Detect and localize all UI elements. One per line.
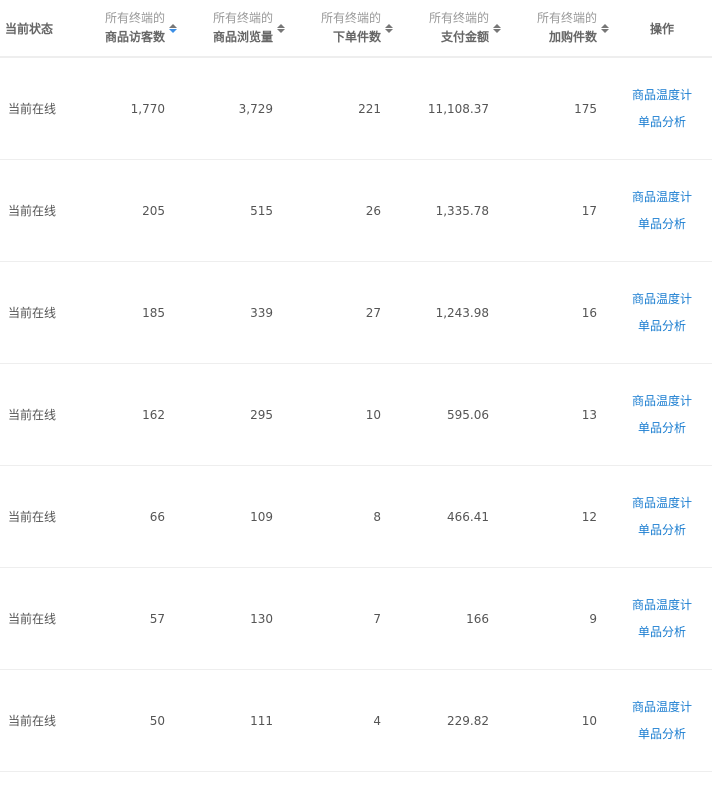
value-cell: 66 xyxy=(72,465,180,568)
value-cell: 8 xyxy=(288,465,396,568)
value-cell: 26 xyxy=(288,159,396,262)
value-cell: 1,335.78 xyxy=(396,159,504,262)
header-prefix: 所有终端的 xyxy=(212,11,273,25)
value-cell: 16 xyxy=(504,261,612,364)
value-cell: 57 xyxy=(72,567,180,670)
header-sort-1[interactable]: 所有终端的商品浏览量 xyxy=(180,0,288,58)
table-row: 当前在线 66 109 8 466.41 12 商品温度计单品分析 xyxy=(0,465,712,568)
value-cell: 3,729 xyxy=(180,57,288,160)
value-cell: 13 xyxy=(504,363,612,466)
status-cell: 当前在线 xyxy=(0,159,72,262)
value-cell: 10 xyxy=(504,669,612,772)
value-cell: 1,770 xyxy=(72,57,180,160)
sort-icon[interactable] xyxy=(384,23,394,33)
header-sort-0[interactable]: 所有终端的商品访客数 xyxy=(72,0,180,58)
sort-icon[interactable] xyxy=(492,23,502,33)
thermometer-link[interactable]: 商品温度计 xyxy=(631,393,692,408)
header-status: 当前状态 xyxy=(0,0,72,58)
value-cell: 27 xyxy=(288,261,396,364)
value-cell: 229.82 xyxy=(396,669,504,772)
value-cell: 205 xyxy=(72,159,180,262)
value-cell: 109 xyxy=(180,465,288,568)
value-cell: 339 xyxy=(180,261,288,364)
sort-icon[interactable] xyxy=(168,23,178,33)
header-action: 操作 xyxy=(612,0,712,58)
value-cell: 12 xyxy=(504,465,612,568)
item-analysis-link[interactable]: 单品分析 xyxy=(637,216,686,231)
data-table: 当前状态 所有终端的 商品访客数 所有终端的 商品浏览量 所有终端的 下单件数 所有终端的支… xyxy=(0,0,712,772)
value-cell: 221 xyxy=(288,57,396,160)
status-cell: 当前在线 xyxy=(0,261,72,364)
thermometer-link[interactable]: 商品温度计 xyxy=(631,597,692,612)
header-prefix: 所有终端的 xyxy=(428,11,489,25)
item-analysis-link[interactable]: 单品分析 xyxy=(637,726,686,741)
value-cell: 295 xyxy=(180,363,288,466)
value-cell: 1,243.98 xyxy=(396,261,504,364)
table-row: 当前在线 50 111 4 229.82 10 商品温度计单品分析 xyxy=(0,669,712,772)
table-row: 当前在线 162 295 10 595.06 13 商品温度计单品分析 xyxy=(0,363,712,466)
value-cell: 9 xyxy=(504,567,612,670)
value-cell: 595.06 xyxy=(396,363,504,466)
table-row: 当前在线 185 339 27 1,243.98 16 商品温度计单品分析 xyxy=(0,261,712,364)
item-analysis-link[interactable]: 单品分析 xyxy=(637,624,686,639)
status-cell: 当前在线 xyxy=(0,567,72,670)
value-cell: 185 xyxy=(72,261,180,364)
header-prefix: 所有终端的 xyxy=(536,11,597,25)
value-cell: 11,108.37 xyxy=(396,57,504,160)
value-cell: 7 xyxy=(288,567,396,670)
header-label: 商品浏览量 xyxy=(212,30,273,44)
item-analysis-link[interactable]: 单品分析 xyxy=(637,318,686,333)
table-row: 当前在线 57 130 7 166 9 商品温度计单品分析 xyxy=(0,567,712,670)
status-cell: 当前在线 xyxy=(0,465,72,568)
header-label: 商品访客数 xyxy=(104,30,165,44)
header-label: 加购件数 xyxy=(548,30,597,44)
status-cell: 当前在线 xyxy=(0,669,72,772)
sort-icon[interactable] xyxy=(600,23,610,33)
value-cell: 10 xyxy=(288,363,396,466)
value-cell: 515 xyxy=(180,159,288,262)
value-cell: 466.41 xyxy=(396,465,504,568)
header-label: 下单件数 xyxy=(332,30,381,44)
value-cell: 111 xyxy=(180,669,288,772)
thermometer-link[interactable]: 商品温度计 xyxy=(631,291,692,306)
value-cell: 175 xyxy=(504,57,612,160)
value-cell: 4 xyxy=(288,669,396,772)
header-prefix: 所有终端的 xyxy=(320,11,381,25)
value-cell: 162 xyxy=(72,363,180,466)
item-analysis-link[interactable]: 单品分析 xyxy=(637,114,686,129)
item-analysis-link[interactable]: 单品分析 xyxy=(637,420,686,435)
thermometer-link[interactable]: 商品温度计 xyxy=(631,495,692,510)
thermometer-link[interactable]: 商品温度计 xyxy=(631,699,692,714)
value-cell: 130 xyxy=(180,567,288,670)
thermometer-link[interactable]: 商品温度计 xyxy=(631,189,692,204)
value-cell: 50 xyxy=(72,669,180,772)
status-cell: 当前在线 xyxy=(0,57,72,160)
header-prefix: 所有终端的 xyxy=(104,11,165,25)
header-label: 支付金额 xyxy=(440,30,489,44)
header-sort-2[interactable]: 所有终端的下单件数 xyxy=(288,0,396,58)
value-cell: 17 xyxy=(504,159,612,262)
item-analysis-link[interactable]: 单品分析 xyxy=(637,522,686,537)
table-row: 当前在线 1,770 3,729 221 11,108.37 175 商品温度计单品分析 xyxy=(0,57,712,160)
header-sort-3[interactable]: 所有终端的支付金额 xyxy=(396,0,504,58)
header-sort-4[interactable]: 所有终端的加购件数 xyxy=(504,0,612,58)
thermometer-link[interactable]: 商品温度计 xyxy=(631,87,692,102)
table-row: 当前在线 205 515 26 1,335.78 17 商品温度计单品分析 xyxy=(0,159,712,262)
status-cell: 当前在线 xyxy=(0,363,72,466)
sort-icon[interactable] xyxy=(276,23,286,33)
value-cell: 166 xyxy=(396,567,504,670)
